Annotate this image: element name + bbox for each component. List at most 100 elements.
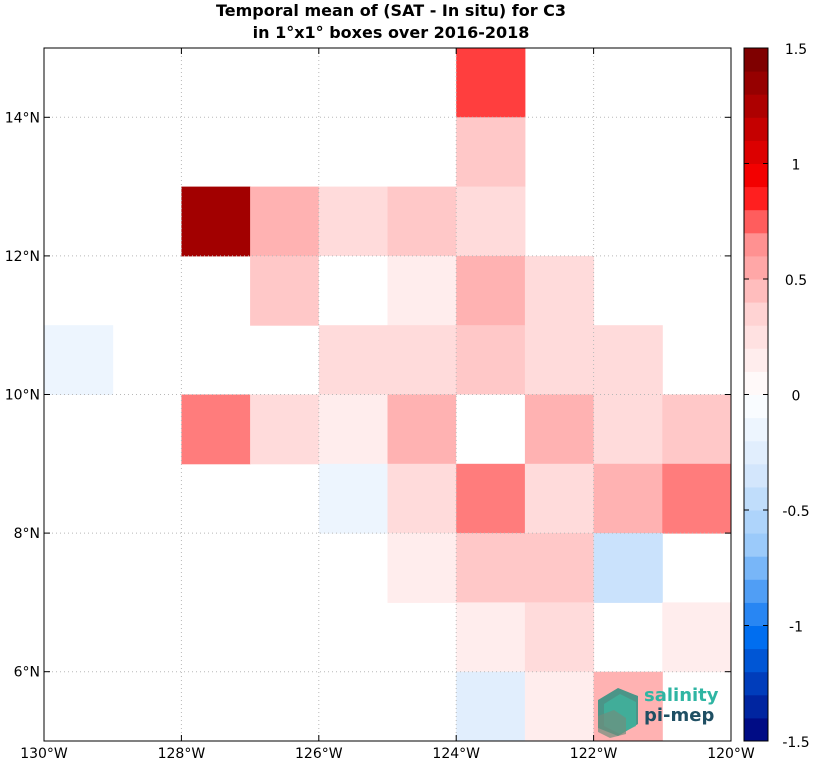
logo-line-2: pi-mep	[644, 705, 715, 726]
heatmap-cell	[524, 255, 595, 326]
y-tick-label: 14°N	[5, 110, 40, 126]
heatmap-cell	[456, 48, 526, 118]
y-tick-label: 12°N	[5, 249, 40, 265]
heatmap-cell	[250, 186, 320, 257]
colorbar-segment	[744, 232, 768, 257]
heatmap-cell	[318, 463, 388, 534]
y-tick-label: 8°N	[14, 526, 40, 542]
heatmap-cell	[44, 325, 114, 395]
colorbar-segment	[744, 440, 768, 465]
heatmap-cell	[456, 463, 526, 534]
colorbar-segment	[744, 117, 768, 141]
colorbar-tick-label: 1	[792, 158, 801, 174]
colorbar-segment	[744, 255, 768, 280]
colorbar-tick-label: 1.5	[785, 42, 807, 58]
heatmap-cell	[387, 533, 457, 603]
x-tick-label: 120°W	[707, 746, 755, 762]
colorbar-tick-label: -1.5	[782, 735, 809, 751]
x-tick-label: 130°W	[20, 746, 68, 762]
heatmap-cell	[387, 255, 457, 326]
salinity-pimep-logo: salinity pi-mep	[596, 686, 736, 742]
colorbar-segment	[744, 302, 768, 326]
heatmap-cell	[524, 533, 595, 603]
heatmap-cell	[387, 186, 457, 257]
heatmap-cell	[250, 394, 320, 465]
heatmap-cell	[593, 325, 663, 395]
heatmap-cell	[387, 463, 457, 534]
colorbar-tick-label: 0	[792, 389, 801, 405]
heatmap-cell	[524, 463, 595, 534]
heatmap-cell	[181, 394, 251, 465]
heatmap-cell	[456, 671, 526, 742]
colorbar-segment	[744, 602, 768, 626]
heatmap-cells	[44, 48, 732, 742]
heatmap-cell	[662, 463, 732, 534]
colorbar-segment	[744, 625, 768, 650]
colorbar-segment	[744, 71, 768, 95]
x-tick-label: 126°W	[295, 746, 343, 762]
colorbar-segment	[744, 463, 768, 488]
colorbar-segment	[744, 140, 768, 164]
colorbar-segment	[744, 325, 768, 349]
logo-mark-icon	[598, 688, 638, 738]
heatmap-cell	[524, 325, 595, 395]
heatmap-cell	[456, 186, 526, 257]
axis-ticks: 130°W 128°W 126°W 124°W 122°W 120°W 6°N 8°N 10°N…	[5, 48, 755, 762]
heatmap-cell	[250, 255, 320, 326]
heatmap-cell	[524, 602, 595, 673]
colorbar-segment	[744, 186, 768, 211]
heatmap-cell	[524, 671, 595, 742]
x-tick-label: 124°W	[432, 746, 480, 762]
colorbar-segment	[744, 48, 768, 72]
colorbar-segment	[744, 579, 768, 603]
colorbar-segment	[744, 717, 768, 742]
colorbar-segment	[744, 648, 768, 673]
x-tick-label: 122°W	[570, 746, 618, 762]
y-tick-label: 10°N	[5, 388, 40, 404]
heatmap-cell	[456, 602, 526, 673]
heatmap-cell	[456, 117, 526, 188]
chart-title-line-2: in 1°x1° boxes over 2016-2018	[252, 23, 530, 42]
colorbar-segment	[744, 209, 768, 234]
colorbar-segment	[744, 163, 768, 188]
heatmap-cell	[593, 533, 663, 603]
colorbar-tick-label: -0.5	[782, 504, 809, 520]
logo-line-1: salinity	[644, 685, 719, 706]
heatmap-cell	[593, 463, 663, 534]
heatmap-cell	[318, 186, 388, 257]
heatmap-cell	[318, 255, 388, 326]
heatmap-cell	[456, 533, 526, 603]
colorbar-segment	[744, 533, 768, 557]
colorbar-segment	[744, 510, 768, 534]
logo-text: salinity pi-mep	[644, 686, 719, 726]
grid-lines	[44, 48, 731, 741]
x-tick-label: 128°W	[158, 746, 206, 762]
colorbar-segment	[744, 417, 768, 442]
colorbar-segment	[744, 371, 768, 395]
colorbar-segment	[744, 279, 768, 303]
heatmap-cell	[318, 325, 388, 395]
colorbar-segment	[744, 694, 768, 719]
colorbar-tick-label: -1	[789, 620, 803, 636]
chart-title: Temporal mean of (SAT - In situ) for C3 …	[0, 0, 782, 44]
heatmap-cell	[524, 394, 595, 465]
y-tick-label: 6°N	[14, 665, 40, 681]
colorbar: -1.5 -1 -0.5 0 0.5 1 1.5	[743, 42, 810, 751]
heatmap-cell	[387, 394, 457, 465]
heatmap-cell	[318, 394, 388, 465]
colorbar-tick-label: 0.5	[785, 273, 807, 289]
heatmap-cell	[593, 394, 663, 465]
colorbar-segment	[744, 486, 768, 511]
colorbar-segment	[744, 94, 768, 118]
heatmap-cell	[181, 186, 251, 257]
heatmap-cell	[662, 394, 732, 465]
colorbar-segment	[744, 394, 768, 419]
colorbar-segment	[744, 671, 768, 696]
heatmap-cell	[662, 602, 732, 673]
chart-title-line-1: Temporal mean of (SAT - In situ) for C3	[215, 1, 567, 20]
heatmap-cell	[387, 325, 457, 395]
heatmap-cell	[456, 255, 526, 326]
colorbar-segment	[744, 556, 768, 580]
heatmap-cell	[456, 325, 526, 395]
